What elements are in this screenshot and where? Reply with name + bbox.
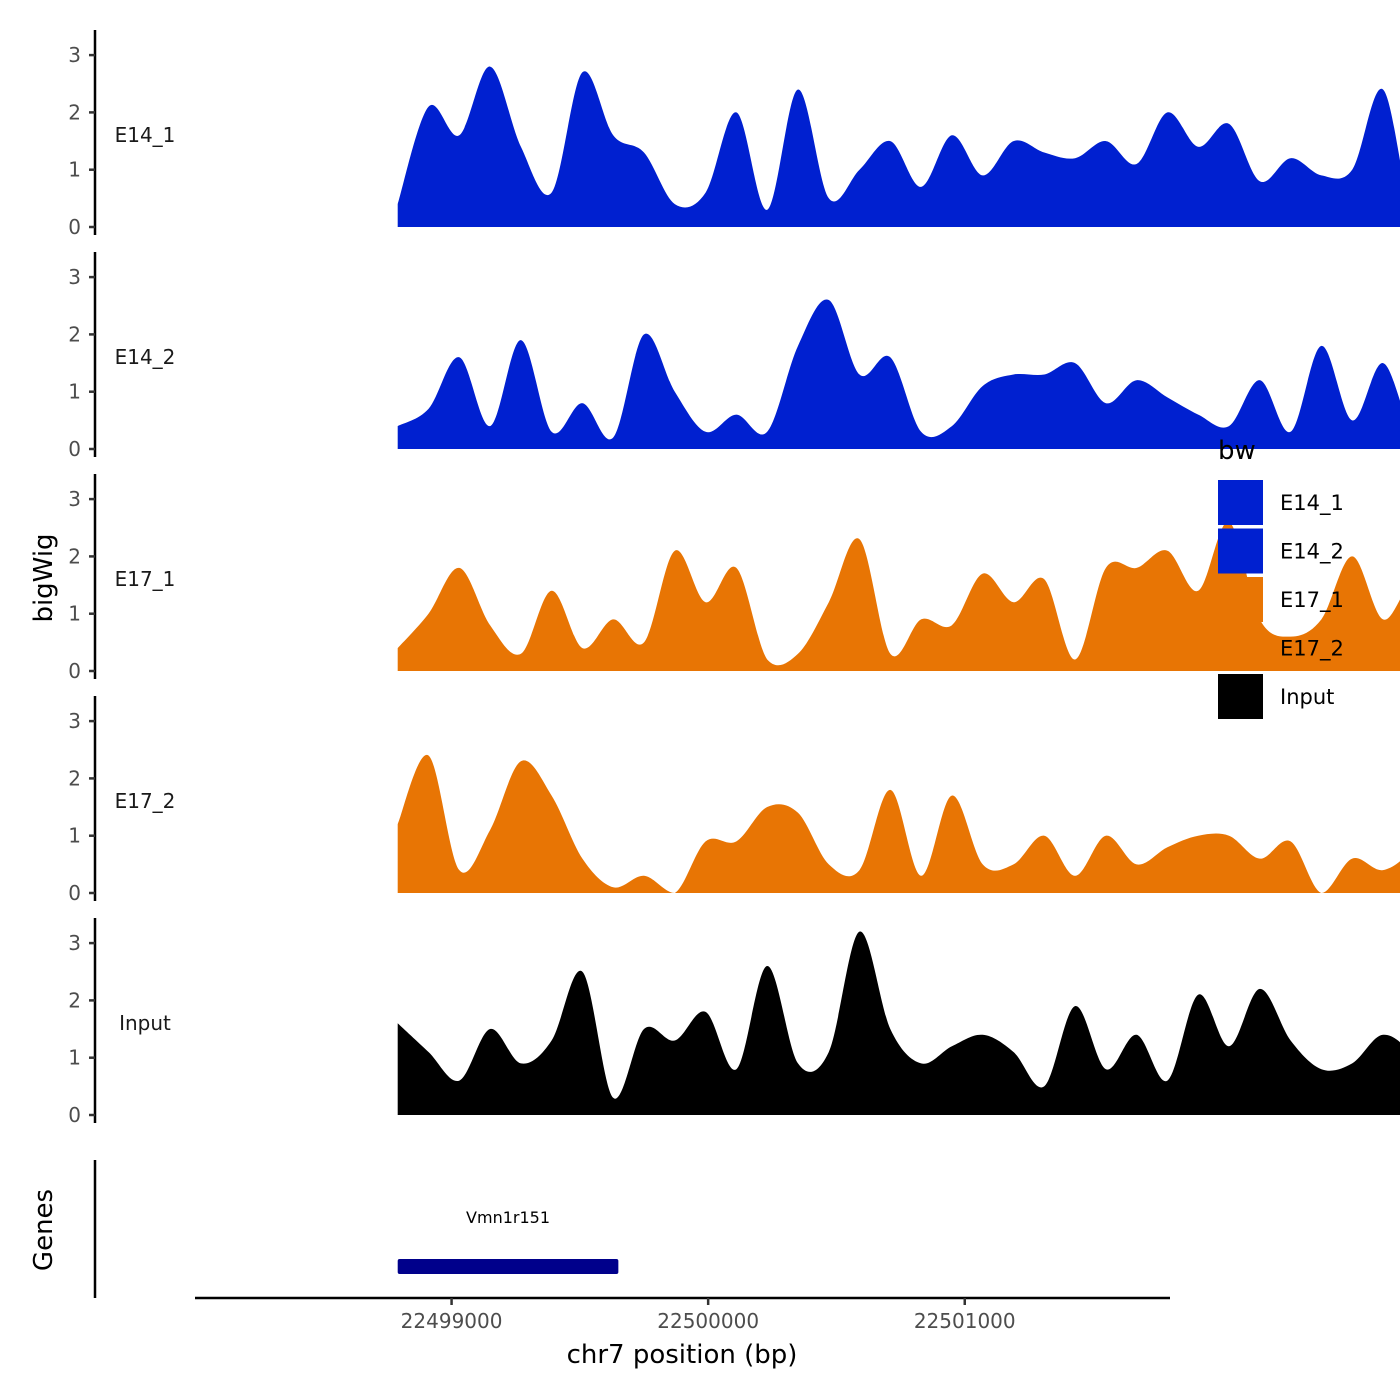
legend-entry: E14_1 bbox=[1218, 480, 1344, 525]
y-tick-label: 1 bbox=[68, 602, 81, 626]
signal-area-e17-2 bbox=[397, 755, 1400, 893]
legend-entry: E17_2 bbox=[1218, 625, 1344, 671]
tracks-area: 0 1 2 3 E14_1 0 1 2 3 E14_2 0 1 2 3 E17_1 0 1 2 3 E17_2 0 1 2 3… bbox=[68, 30, 1400, 1127]
track-label: Input bbox=[119, 1011, 171, 1035]
track-e14-1: 0 1 2 3 E14_1 bbox=[68, 30, 1400, 239]
y-tick-label: 0 bbox=[68, 437, 81, 461]
signal-area-input bbox=[397, 931, 1400, 1115]
track-label: E14_2 bbox=[115, 345, 176, 369]
y-tick-label: 1 bbox=[68, 1046, 81, 1070]
y-tick-label: 2 bbox=[68, 988, 81, 1012]
track-label: E17_1 bbox=[115, 567, 176, 591]
genes-panel: Vmn1r151 bbox=[93, 1160, 619, 1298]
x-axis-title: chr7 position (bp) bbox=[567, 1340, 798, 1370]
legend-label: E17_1 bbox=[1280, 588, 1344, 613]
y-tick-label: 0 bbox=[68, 1103, 81, 1127]
y-tick-label: 1 bbox=[68, 824, 81, 848]
y-tick-label: 2 bbox=[68, 766, 81, 790]
signal-area-e14-2 bbox=[397, 299, 1400, 449]
gene-body bbox=[397, 1259, 619, 1274]
signal-area-e17-1 bbox=[397, 521, 1400, 671]
legend-label: E14_1 bbox=[1280, 491, 1344, 516]
legend-label: E17_2 bbox=[1280, 637, 1344, 662]
legend: bw E14_1 E14_2 E17_1 E17_2 Input bbox=[1218, 436, 1344, 719]
y-tick-label: 0 bbox=[68, 215, 81, 239]
signal-area-e14-1 bbox=[397, 66, 1400, 227]
legend-entry: E14_2 bbox=[1218, 528, 1344, 574]
track-e17-2: 0 1 2 3 E17_2 bbox=[68, 696, 1400, 905]
y-tick-label: 0 bbox=[68, 881, 81, 905]
y-tick-label: 3 bbox=[68, 43, 81, 67]
x-tick-label: 22501000 bbox=[914, 1309, 1016, 1333]
y-tick-label: 2 bbox=[68, 322, 81, 346]
legend-swatch bbox=[1218, 480, 1263, 525]
genes-axis-title: Genes bbox=[29, 1189, 59, 1271]
track-label: E17_2 bbox=[115, 789, 176, 813]
y-tick-label: 0 bbox=[68, 659, 81, 683]
y-tick-label: 3 bbox=[68, 709, 81, 733]
y-tick-label: 3 bbox=[68, 931, 81, 955]
legend-swatch bbox=[1218, 674, 1263, 719]
y-tick-label: 3 bbox=[68, 265, 81, 289]
legend-swatch bbox=[1218, 577, 1263, 622]
y-tick-label: 2 bbox=[68, 100, 81, 124]
legend-entry: Input bbox=[1218, 674, 1334, 719]
x-axis: 22499000 22500000 22501000 bbox=[195, 1296, 1170, 1333]
y-tick-label: 3 bbox=[68, 487, 81, 511]
legend-label: Input bbox=[1280, 685, 1334, 709]
y-tick-label: 1 bbox=[68, 380, 81, 404]
gene-label: Vmn1r151 bbox=[466, 1208, 550, 1227]
x-tick-label: 22500000 bbox=[657, 1309, 759, 1333]
legend-swatch bbox=[1218, 625, 1263, 671]
track-e17-1: 0 1 2 3 E17_1 bbox=[68, 474, 1400, 683]
track-label: E14_1 bbox=[115, 123, 176, 147]
legend-title: bw bbox=[1218, 436, 1256, 466]
x-tick-label: 22499000 bbox=[401, 1309, 503, 1333]
track-input: 0 1 2 3 Input bbox=[68, 918, 1400, 1127]
y-tick-label: 2 bbox=[68, 544, 81, 568]
track-e14-2: 0 1 2 3 E14_2 bbox=[68, 252, 1400, 461]
legend-label: E14_2 bbox=[1280, 540, 1344, 565]
legend-entry: E17_1 bbox=[1218, 577, 1344, 622]
y-axis-title: bigWig bbox=[29, 533, 59, 622]
legend-swatch bbox=[1218, 528, 1263, 574]
y-tick-label: 1 bbox=[68, 158, 81, 182]
